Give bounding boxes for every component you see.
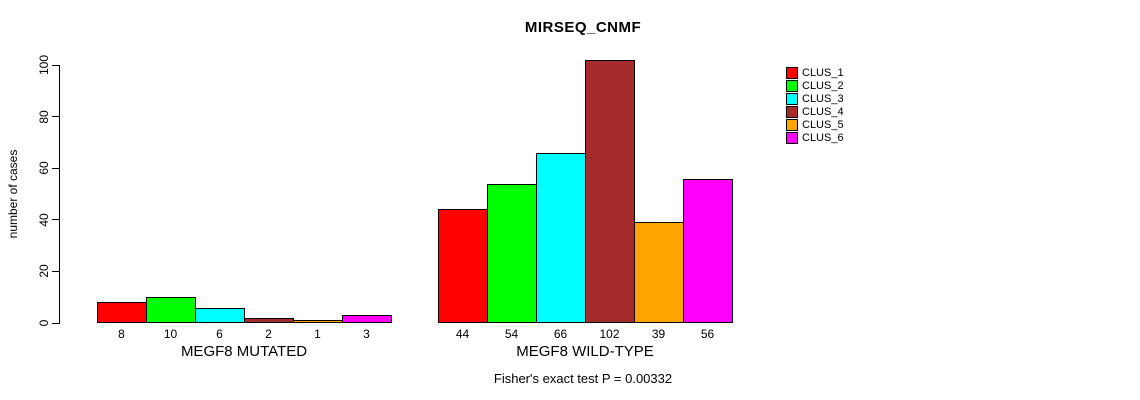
bar (634, 222, 684, 323)
bar-value-label: 102 (599, 327, 620, 341)
legend-swatch (786, 131, 798, 144)
bar (97, 302, 147, 323)
bar-value-label: 44 (455, 327, 470, 341)
bar (293, 320, 343, 323)
y-tick (52, 167, 60, 169)
legend-item: CLUS_2 (786, 79, 844, 92)
y-tick (52, 116, 60, 118)
bar (585, 60, 635, 323)
bar-value-label: 3 (363, 327, 370, 341)
bar (683, 179, 733, 323)
y-tick-label: 0 (37, 319, 51, 327)
bar-value-label: 56 (700, 327, 715, 341)
legend-swatch (786, 105, 798, 118)
legend-label: CLUS_4 (802, 105, 844, 118)
bar (342, 315, 392, 323)
bar-value-label: 6 (216, 327, 223, 341)
bar (244, 318, 294, 323)
legend-swatch (786, 66, 798, 79)
y-tick (52, 219, 60, 221)
legend-item: CLUS_1 (786, 66, 844, 79)
bar-value-label: 1 (314, 327, 321, 341)
y-tick-label: 20 (37, 264, 51, 279)
y-tick-label: 60 (37, 161, 51, 175)
legend-item: CLUS_5 (786, 118, 844, 131)
bar (536, 153, 586, 323)
group-axis-label: MEGF8 MUTATED (180, 343, 308, 360)
bar (487, 184, 537, 323)
bar (438, 209, 488, 323)
y-axis-label: number of cases (6, 149, 20, 239)
y-tick (52, 270, 60, 272)
legend: CLUS_1 CLUS_2 CLUS_3 CLUS_4 CLUS_5 CLUS_6 (786, 66, 844, 144)
y-tick-label: 100 (37, 54, 51, 76)
legend-item: CLUS_4 (786, 105, 844, 118)
bar (146, 297, 196, 323)
y-tick-label: 40 (37, 213, 51, 227)
y-axis-line (59, 65, 60, 324)
annotation-text: Fisher's exact test P = 0.00332 (493, 371, 673, 386)
y-tick (52, 322, 60, 324)
bar (195, 308, 245, 323)
legend-swatch (786, 118, 798, 131)
y-tick-label: 80 (37, 109, 51, 124)
bar-value-label: 39 (651, 327, 666, 341)
legend-label: CLUS_1 (802, 66, 844, 79)
legend-label: CLUS_3 (802, 92, 844, 105)
bar-value-label: 10 (163, 327, 178, 341)
legend-label: CLUS_6 (802, 131, 844, 144)
legend-item: CLUS_6 (786, 131, 844, 144)
bar-value-label: 2 (265, 327, 272, 341)
bar-value-label: 8 (118, 327, 125, 341)
y-tick (52, 64, 60, 66)
legend-swatch (786, 92, 798, 105)
bar-value-label: 66 (553, 327, 568, 341)
group-axis-label: MEGF8 WILD-TYPE (516, 343, 654, 360)
legend-swatch (786, 79, 798, 92)
legend-label: CLUS_2 (802, 79, 844, 92)
legend-label: CLUS_5 (802, 118, 844, 131)
legend-item: CLUS_3 (786, 92, 844, 105)
chart-title: MIRSEQ_CNMF (524, 19, 642, 36)
bar-value-label: 54 (504, 327, 519, 341)
